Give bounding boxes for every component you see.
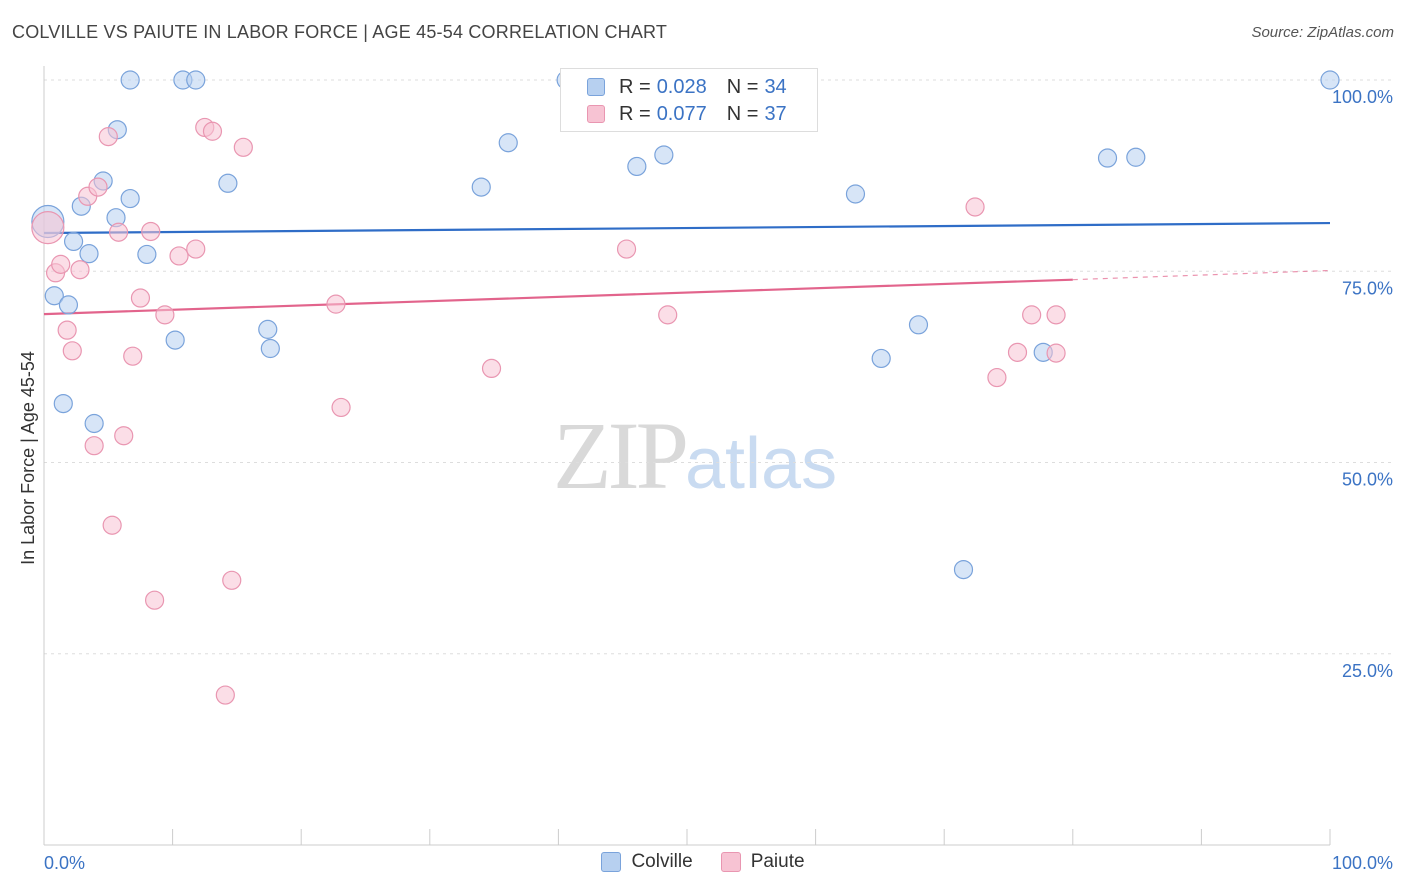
colville-legend-swatch <box>601 852 622 872</box>
series-legend: Colville Paiute <box>0 851 1406 873</box>
colville-point <box>845 184 866 204</box>
paiute-point <box>658 305 678 325</box>
paiute-point <box>31 211 65 245</box>
axis-layer <box>43 66 1331 846</box>
colville-point <box>58 295 79 315</box>
x-tick-label: 100.0% <box>1332 853 1393 873</box>
colville-point <box>627 156 647 177</box>
paiute-point <box>141 221 161 242</box>
paiute-point <box>233 137 253 157</box>
paiute-point <box>84 436 104 456</box>
paiute-point <box>102 515 122 535</box>
colville-point <box>79 244 99 264</box>
paiute-point <box>98 127 118 147</box>
y-axis-title: In Labor Force | Age 45-54 <box>18 351 38 565</box>
paiute-point <box>987 367 1007 388</box>
paiute-point <box>130 288 151 308</box>
paiute-point <box>616 239 637 259</box>
paiute-point <box>88 177 108 197</box>
colville-point <box>53 393 73 414</box>
paiute-point <box>186 239 206 259</box>
paiute-point <box>215 685 235 705</box>
n-value: 34 <box>764 75 787 98</box>
y-tick-label: 50.0% <box>1342 470 1393 490</box>
paiute-point <box>70 260 90 280</box>
r-value: 0.028 <box>656 75 707 98</box>
colville-point <box>186 70 206 90</box>
paiute-point <box>1007 342 1028 362</box>
n-value: 37 <box>764 102 787 125</box>
colville-point <box>165 330 185 350</box>
colville-trend-line <box>43 221 1331 235</box>
r-label: R = <box>619 102 651 125</box>
y-tick-label: 100.0% <box>1332 87 1393 107</box>
legend-label-paiute: Paiute <box>750 851 805 872</box>
paiute-point <box>1022 305 1042 325</box>
paiute-point <box>222 570 242 590</box>
colville-point <box>908 315 929 335</box>
legend-label-colville: Colville <box>631 851 693 872</box>
paiute-legend-swatch <box>720 852 741 872</box>
paiute-point <box>202 121 223 141</box>
stats-legend: R = 0.028 N = 34 R = 0.077 N = 37 <box>560 68 818 132</box>
points-layer <box>31 70 1340 705</box>
colville-point <box>44 286 64 306</box>
colville-point <box>120 70 140 90</box>
paiute-point <box>108 222 129 242</box>
paiute-trend-extension <box>1072 269 1331 281</box>
legend-item-colville[interactable]: Colville <box>601 851 693 873</box>
paiute-point <box>144 590 165 610</box>
label-layer: 25.0% 50.0% 75.0% 100.0% 0.0% 100.0% In Labor … <box>18 87 1393 873</box>
y-tick-label: 25.0% <box>1342 661 1393 681</box>
colville-point <box>120 188 140 209</box>
watermark-atlas: atlas <box>685 424 838 504</box>
colville-point <box>84 413 104 434</box>
paiute-point <box>155 305 175 325</box>
colville-point <box>1097 148 1118 168</box>
legend-item-paiute[interactable]: Paiute <box>720 851 805 873</box>
colville-point <box>218 173 238 193</box>
chart-title: COLVILLE VS PAIUTE IN LABOR FORCE | AGE … <box>12 22 668 42</box>
stats-row-colville: R = 0.028 N = 34 <box>587 74 787 100</box>
n-label: N = <box>726 75 759 98</box>
y-tick-label: 75.0% <box>1342 278 1393 298</box>
paiute-point <box>331 397 351 418</box>
colville-point <box>137 244 157 265</box>
r-label: R = <box>619 75 651 98</box>
colville-point <box>260 338 280 359</box>
colville-point <box>498 133 518 153</box>
colville-point <box>1320 70 1340 90</box>
colville-point <box>471 177 491 197</box>
colville-point <box>953 559 974 580</box>
paiute-point <box>965 197 985 217</box>
r-value: 0.077 <box>656 102 707 125</box>
stats-row-paiute: R = 0.077 N = 37 <box>587 101 787 127</box>
paiute-point <box>481 358 502 379</box>
colville-point <box>63 231 84 252</box>
trend-layer <box>43 221 1331 316</box>
grid-layer <box>44 79 1394 655</box>
paiute-swatch <box>587 105 605 123</box>
colville-point <box>258 319 278 339</box>
colville-swatch <box>587 78 605 96</box>
watermark: ZIPatlas <box>553 400 837 511</box>
paiute-point <box>57 320 77 340</box>
colville-point <box>871 348 891 369</box>
colville-point <box>654 145 674 165</box>
paiute-point <box>326 294 346 314</box>
paiute-trend-line <box>43 278 1073 316</box>
x-tick-label: 0.0% <box>44 853 85 873</box>
paiute-point <box>114 426 134 446</box>
paiute-point <box>62 341 82 361</box>
paiute-point <box>1046 305 1066 325</box>
paiute-point <box>123 346 143 366</box>
watermark-zip: ZIP <box>553 402 689 509</box>
paiute-point <box>51 254 71 274</box>
paiute-point <box>169 246 189 266</box>
source-label: Source: ZipAtlas.com <box>1251 24 1394 41</box>
colville-point <box>1126 147 1146 167</box>
n-label: N = <box>726 102 759 125</box>
paiute-point <box>1046 343 1066 363</box>
